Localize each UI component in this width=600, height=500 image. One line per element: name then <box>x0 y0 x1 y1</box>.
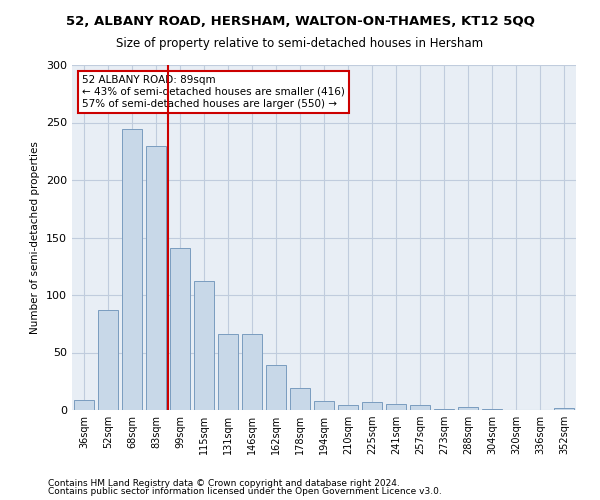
Text: Size of property relative to semi-detached houses in Hersham: Size of property relative to semi-detach… <box>116 38 484 51</box>
Bar <box>218 334 238 410</box>
Bar <box>242 334 262 410</box>
Bar <box>434 409 454 410</box>
Text: 52 ALBANY ROAD: 89sqm
← 43% of semi-detached houses are smaller (416)
57% of sem: 52 ALBANY ROAD: 89sqm ← 43% of semi-deta… <box>82 76 345 108</box>
Bar <box>554 408 574 410</box>
Bar <box>170 248 190 410</box>
Bar <box>122 130 142 410</box>
Bar <box>458 406 478 410</box>
Bar <box>98 310 118 410</box>
Bar <box>290 388 310 410</box>
Bar <box>482 409 502 410</box>
Bar <box>146 146 166 410</box>
Text: Contains HM Land Registry data © Crown copyright and database right 2024.: Contains HM Land Registry data © Crown c… <box>48 478 400 488</box>
Text: 52, ALBANY ROAD, HERSHAM, WALTON-ON-THAMES, KT12 5QQ: 52, ALBANY ROAD, HERSHAM, WALTON-ON-THAM… <box>65 15 535 28</box>
Bar <box>314 401 334 410</box>
Bar <box>362 402 382 410</box>
Bar <box>338 406 358 410</box>
Y-axis label: Number of semi-detached properties: Number of semi-detached properties <box>31 141 40 334</box>
Text: Contains public sector information licensed under the Open Government Licence v3: Contains public sector information licen… <box>48 487 442 496</box>
Bar <box>410 406 430 410</box>
Bar <box>386 404 406 410</box>
Bar <box>266 365 286 410</box>
Bar <box>74 400 94 410</box>
Bar <box>194 281 214 410</box>
